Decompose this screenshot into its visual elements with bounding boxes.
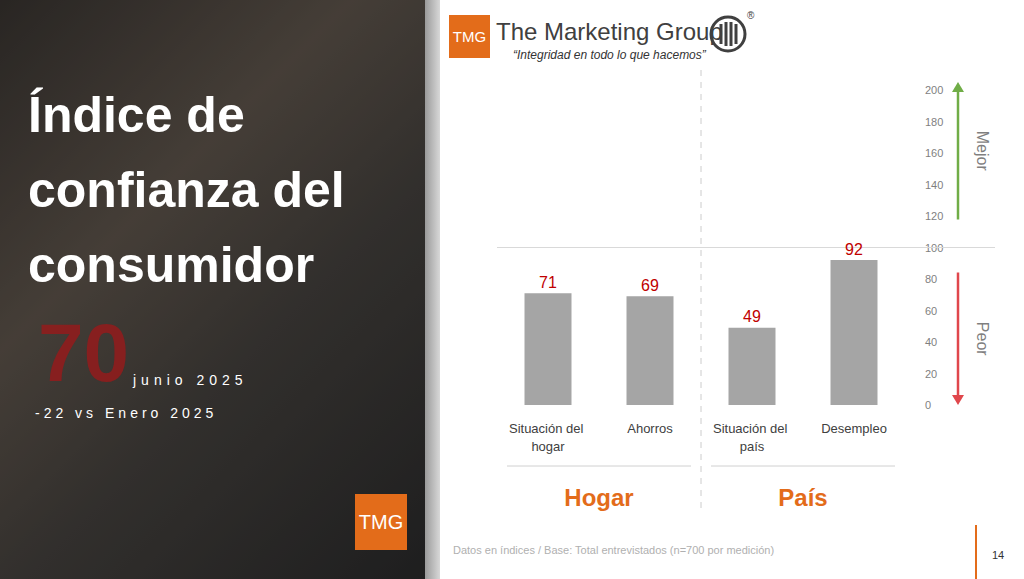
svg-text:40: 40 [925,336,937,348]
svg-text:140: 140 [925,179,943,191]
svg-text:hogar: hogar [531,439,565,454]
svg-text:60: 60 [925,305,937,317]
svg-text:Ahorros: Ahorros [627,421,673,436]
svg-text:Mejor: Mejor [974,131,991,172]
svg-text:Desempleo: Desempleo [821,421,887,436]
svg-text:0: 0 [925,399,931,411]
html-text:TMG The Marketing Group: TMG The Marketing Group [452,18,723,45]
html-text:“Integridad en todo lo que hac: “Integridad en todo lo que hacemos” [513,48,706,62]
svg-text:120: 120 [925,210,943,222]
html-text:Datos en índices / Base: Total: Datos en índices / Base: Total entrevist… [453,544,775,556]
svg-text:Peor: Peor [974,322,991,356]
svg-text:20: 20 [925,368,937,380]
svg-text:País: País [778,484,827,511]
svg-text:180: 180 [925,116,943,128]
svg-text:Situación del: Situación del [509,421,587,436]
svg-text:Hogar: Hogar [564,484,633,511]
html-text:Índice de confianza del consum: Índice de confianza del consumidor [28,87,345,293]
html-text:14: 14 [992,549,1005,561]
svg-text:100: 100 [925,241,944,254]
html-text:TMG: TMG [358,511,404,533]
svg-text:80: 80 [925,273,937,285]
html-text:70: 70 [38,307,130,398]
svg-text:49: 49 [743,308,761,325]
html-text:-22 vs Enero 2025: -22 vs Enero 2025 [35,405,218,421]
svg-text:200: 200 [925,84,943,96]
svg-text:160: 160 [925,147,943,159]
svg-text:71: 71 [539,274,557,291]
svg-text:92: 92 [845,241,863,258]
svg-text:Situación del: Situación del [713,421,791,436]
html-text:junio 2025: junio 2025 [133,372,248,388]
svg-text:país: país [740,439,765,454]
svg-text:69: 69 [641,277,659,294]
